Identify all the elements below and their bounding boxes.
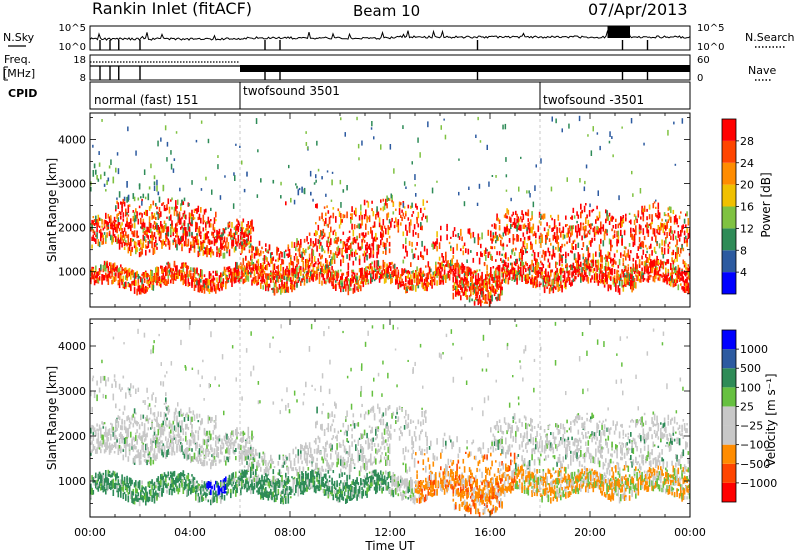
nave-right-tick-0: 60 (697, 55, 710, 66)
x-axis-label: Time UT (364, 539, 415, 553)
beam-title: Beam 10 (353, 2, 420, 20)
power-colorbar-swatch-2 (722, 228, 736, 251)
y-tick-label-3: 4000 (58, 133, 86, 146)
x-tick-label-1: 04:00 (174, 526, 206, 539)
y-tick-label-1: 2000 (58, 430, 86, 443)
velocity-colorbar-tick-5: 100 (740, 381, 761, 394)
velocity-colorbar-swatch-1 (722, 463, 736, 483)
x-tick-label-0: 00:00 (74, 526, 106, 539)
power-colorbar-tick-2: 12 (740, 222, 754, 235)
velocity-colorbar-tick-2: −100 (740, 439, 770, 452)
velocity-colorbar-tick-4: 25 (740, 400, 754, 413)
freq-trace (90, 61, 690, 80)
velocity-y-axis: 1000 2000 3000 4000 (58, 323, 690, 504)
power-colorbar-swatch-7 (722, 119, 736, 141)
velocity-colorbar-tick-6: 500 (740, 362, 761, 375)
nave-label: Nave (748, 64, 776, 77)
velocity-scatter (90, 319, 691, 518)
freq-left-tick-1: 8 (80, 73, 86, 84)
power-colorbar-swatch-5 (722, 162, 736, 185)
x-tick-label-4: 16:00 (474, 526, 506, 539)
velocity-colorbar-swatch-2 (722, 444, 736, 464)
x-tick-label-2: 08:00 (274, 526, 306, 539)
cpid-panel: normal (fast) 151 twofsound 3501 twofsou… (89, 81, 691, 110)
power-colorbar: 4 8 12 16 20 24 28 (721, 118, 754, 295)
freq-unit-label: [MHz] (3, 67, 35, 80)
power-colorbar-swatch-4 (722, 184, 736, 207)
x-tick-label-6: 00:00 (674, 526, 706, 539)
velocity-colorbar-swatch-7 (722, 349, 736, 369)
power-colorbar-tick-1: 8 (740, 244, 747, 257)
power-colorbar-swatch-1 (722, 250, 736, 273)
velocity-colorbar-tick-7: 1000 (740, 343, 768, 356)
freq-left-tick-0: 18 (73, 55, 86, 66)
velocity-colorbar-swatch-0 (722, 482, 736, 502)
velocity-y-label: Slant Range [km] (45, 366, 59, 470)
nsearch-label: N.Search (745, 31, 795, 44)
cpid-panel-frame (89, 81, 691, 110)
velocity-colorbar-swatch-6 (722, 368, 736, 388)
velocity-colorbar-swatch-4 (722, 406, 736, 426)
freq-label: Freq. (4, 53, 31, 66)
velocity-colorbar-tick-0: −1000 (740, 477, 777, 490)
cpid-segment-2: twofsound -3501 (543, 93, 644, 107)
noise-trace (89, 26, 691, 50)
noise-left-tick-0: 10^5 (59, 23, 86, 34)
y-tick-label-3: 4000 (58, 340, 86, 353)
velocity-panel: 1000 2000 3000 4000 Slant Range [km] (45, 318, 691, 518)
velocity-colorbar-tick-1: −500 (740, 458, 770, 471)
velocity-colorbar: −1000 −500 −100 −25 25 100 500 1000 (721, 329, 777, 503)
power-colorbar-tick-6: 28 (740, 135, 754, 148)
y-tick-label-2: 3000 (58, 385, 86, 398)
date-title: 07/Apr/2013 (588, 0, 688, 19)
power-y-label: Slant Range [km] (45, 158, 59, 262)
power-colorbar-swatch-6 (722, 140, 736, 163)
nsky-label: N.Sky (3, 31, 35, 44)
power-colorbar-swatch-3 (722, 206, 736, 229)
cpid-segment-1: twofsound 3501 (243, 84, 340, 98)
noise-panel: 10^5 10^0 10^5 10^0 (59, 23, 725, 53)
noise-left-tick-1: 10^0 (59, 42, 86, 53)
station-title: Rankin Inlet (fitACF) (92, 0, 252, 18)
y-tick-label-1: 2000 (58, 222, 86, 235)
time-x-axis: 00:00 04:00 08:00 12:00 16:00 20:00 00:00 (74, 113, 706, 539)
power-panel: 1000 2000 3000 4000 Slant Range [km] (45, 112, 691, 308)
power-colorbar-swatch-0 (722, 272, 736, 294)
nave-right-tick-1: 0 (697, 73, 703, 84)
velocity-colorbar-label: Velocity [m s⁻¹] (764, 373, 778, 466)
power-scatter (90, 113, 691, 308)
noise-right-tick-1: 10^0 (697, 42, 724, 53)
power-colorbar-tick-5: 24 (740, 157, 754, 170)
y-tick-label-2: 3000 (58, 178, 86, 191)
y-tick-label-0: 1000 (58, 266, 86, 279)
freq-nave-panel: 18 8 60 0 (73, 54, 710, 84)
power-y-axis: 1000 2000 3000 4000 (58, 117, 690, 295)
x-tick-label-3: 12:00 (374, 526, 406, 539)
velocity-colorbar-swatch-5 (722, 387, 736, 407)
velocity-colorbar-swatch-3 (722, 425, 736, 445)
cpid-segment-0: normal (fast) 151 (94, 93, 198, 107)
power-colorbar-tick-0: 4 (740, 266, 747, 279)
velocity-colorbar-tick-3: −25 (740, 420, 763, 433)
power-colorbar-tick-4: 20 (740, 179, 754, 192)
power-colorbar-tick-3: 16 (740, 201, 754, 214)
cpid-label: CPID (8, 87, 37, 100)
x-tick-label-5: 20:00 (574, 526, 606, 539)
power-colorbar-label: Power [dB] (759, 172, 773, 237)
y-tick-label-0: 1000 (58, 475, 86, 488)
noise-right-tick-0: 10^5 (697, 23, 724, 34)
velocity-colorbar-swatch-8 (722, 330, 736, 350)
